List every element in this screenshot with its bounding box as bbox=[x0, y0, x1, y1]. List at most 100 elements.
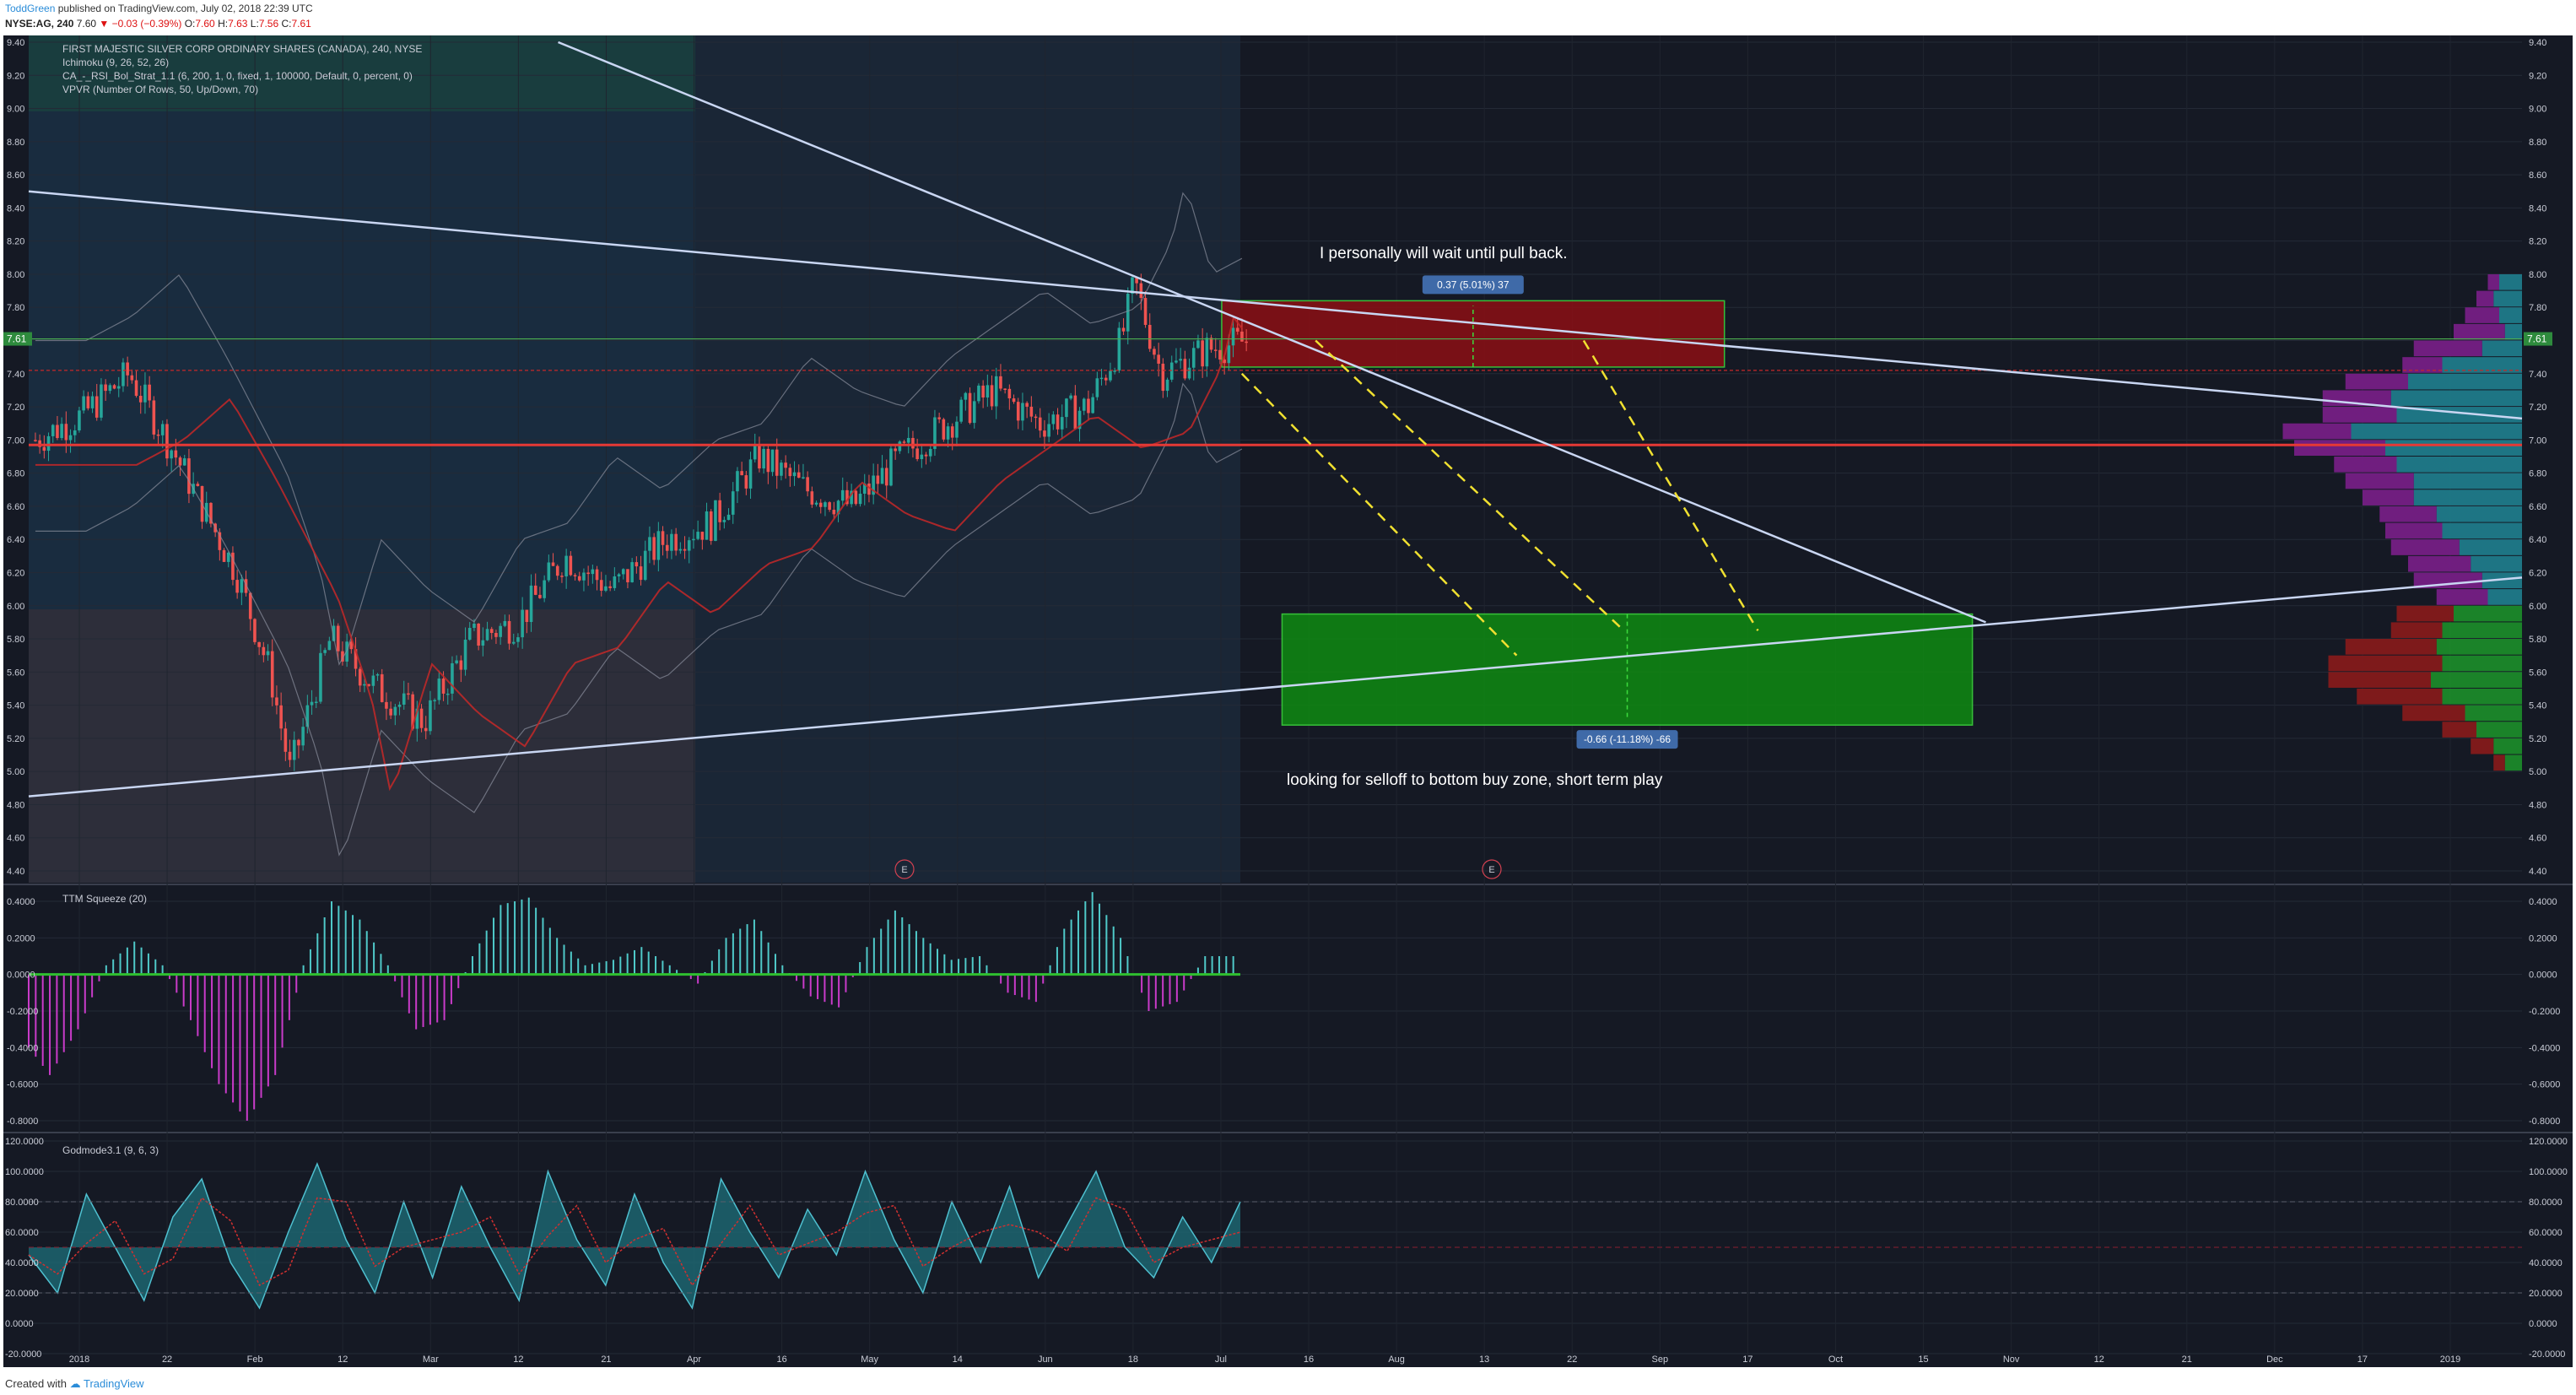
candle-body bbox=[455, 660, 458, 663]
candle-body bbox=[64, 424, 68, 441]
candle-body bbox=[42, 446, 46, 451]
candle-body bbox=[380, 674, 384, 702]
vpvr-up-bar bbox=[2436, 639, 2522, 655]
godmode-area bbox=[29, 1164, 1240, 1308]
candle-body bbox=[652, 537, 656, 560]
squeeze-tick-right: -0.6000 bbox=[2529, 1080, 2560, 1090]
zone-label-box bbox=[1576, 730, 1678, 749]
legend-title: FIRST MAJESTIC SILVER CORP ORDINARY SHAR… bbox=[62, 43, 422, 55]
candle-body bbox=[538, 594, 542, 598]
trendlines-layer[interactable] bbox=[28, 41, 2523, 798]
y-tick-right: 6.00 bbox=[2529, 602, 2546, 612]
zone-label-box bbox=[1422, 275, 1524, 295]
candle-body bbox=[1240, 331, 1244, 342]
vpvr-up-bar bbox=[2442, 522, 2522, 539]
candle-body bbox=[1038, 417, 1042, 431]
y-tick-right: 6.60 bbox=[2529, 502, 2546, 512]
vpvr-down-bar bbox=[2493, 754, 2505, 771]
candle-body bbox=[1021, 403, 1024, 421]
vpvr-up-bar bbox=[2493, 290, 2522, 307]
candle-body bbox=[1227, 345, 1231, 364]
candle-body bbox=[1191, 348, 1196, 368]
vpvr-up-bar bbox=[2487, 589, 2522, 605]
vpvr-up-bar bbox=[2442, 357, 2522, 373]
vpvr-up-bar bbox=[2385, 440, 2522, 456]
shade-blue-2 bbox=[695, 35, 1240, 883]
vpvr-up-bar bbox=[2408, 373, 2522, 390]
candle-body bbox=[674, 533, 678, 551]
earnings-marker-label: E bbox=[1488, 865, 1494, 875]
candle-body bbox=[358, 668, 362, 686]
squeeze-tick-right: -0.4000 bbox=[2529, 1043, 2560, 1053]
candle-body bbox=[108, 385, 112, 392]
candle-body bbox=[156, 434, 160, 436]
candle-body bbox=[920, 454, 924, 460]
zones-layer[interactable]: 0.37 (5.01%) 37 -0.66 (-11.18%) -66 bbox=[1221, 275, 1974, 749]
candle-body bbox=[964, 392, 968, 400]
vpvr-up-bar bbox=[2436, 506, 2522, 522]
projection-arrow bbox=[1582, 339, 1759, 631]
y-tick-left: 9.00 bbox=[7, 105, 24, 115]
candle-body bbox=[810, 491, 814, 505]
x-tick: Aug bbox=[1388, 1354, 1405, 1365]
candle-body bbox=[543, 580, 546, 598]
candle-body bbox=[850, 490, 853, 505]
candle-body bbox=[705, 511, 709, 540]
y-tick-right: 6.40 bbox=[2529, 535, 2546, 545]
author-link[interactable]: ToddGreen bbox=[5, 3, 56, 14]
published-text: published on TradingView.com, July 02, 2… bbox=[57, 3, 313, 14]
price-tag-right-text: 7.61 bbox=[2527, 333, 2547, 345]
candle-body bbox=[354, 649, 358, 669]
candle-body bbox=[86, 396, 90, 408]
vpvr-down-bar bbox=[2396, 605, 2454, 622]
candle-body bbox=[1231, 327, 1235, 346]
y-tick-left: 5.40 bbox=[7, 701, 24, 711]
candle-body bbox=[415, 708, 419, 729]
candles-layer bbox=[34, 192, 1248, 857]
candle-body bbox=[218, 532, 222, 550]
x-tick: Jun bbox=[1038, 1354, 1053, 1365]
candle-body bbox=[1095, 378, 1099, 397]
candle-body bbox=[792, 472, 797, 477]
candle-body bbox=[1056, 414, 1060, 430]
candle-body bbox=[467, 628, 472, 640]
vpvr-down-bar bbox=[2402, 357, 2443, 373]
candle-body bbox=[928, 448, 932, 457]
chart-frame[interactable]: 0.37 (5.01%) 37 -0.66 (-11.18%) -66 9.40 9… bbox=[3, 35, 2573, 1367]
godmode-tick-right: 80.0000 bbox=[2529, 1198, 2562, 1208]
vpvr-up-bar bbox=[2396, 457, 2522, 473]
vpvr-down-bar bbox=[2471, 738, 2494, 754]
squeeze-tick-right: 0.0000 bbox=[2529, 971, 2557, 981]
candle-body bbox=[222, 549, 226, 562]
godmode-tick-left: 0.0000 bbox=[5, 1319, 34, 1329]
y-tick-right: 7.20 bbox=[2529, 403, 2546, 413]
squeeze-tick-right: -0.8000 bbox=[2529, 1117, 2560, 1127]
chart-canvas[interactable]: 0.37 (5.01%) 37-0.66 (-11.18%) -66 9.40 9… bbox=[3, 35, 2573, 1367]
candle-body bbox=[1073, 395, 1077, 430]
candle-body bbox=[473, 623, 476, 629]
y-tick-right: 9.00 bbox=[2529, 105, 2546, 115]
godmode-tick-right: 60.0000 bbox=[2529, 1228, 2562, 1238]
candle-body bbox=[437, 679, 441, 700]
candle-body bbox=[511, 641, 516, 644]
vpvr-down-bar bbox=[2328, 672, 2431, 688]
candle-body bbox=[429, 700, 432, 732]
y-tick-right: 8.00 bbox=[2529, 270, 2546, 280]
candle-body bbox=[709, 511, 713, 541]
candle-body bbox=[95, 396, 99, 418]
candle-body bbox=[582, 572, 586, 581]
vpvr-down-bar bbox=[2402, 705, 2465, 722]
candle-body bbox=[297, 739, 300, 746]
candle-body bbox=[138, 395, 143, 403]
tradingview-brand[interactable]: TradingView bbox=[84, 1377, 144, 1390]
candle-body bbox=[1153, 349, 1156, 355]
y-tick-left: 9.20 bbox=[7, 71, 24, 81]
x-tick: 13 bbox=[1479, 1354, 1489, 1365]
candle-body bbox=[336, 625, 340, 652]
godmode-tick-right: 120.0000 bbox=[2529, 1137, 2568, 1147]
candle-body bbox=[731, 491, 735, 515]
y-tick-left: 8.20 bbox=[7, 237, 24, 247]
shade-blue-1 bbox=[29, 111, 695, 609]
godmode-tick-left: 80.0000 bbox=[5, 1198, 39, 1208]
tradingview-logo-icon[interactable]: ☁ bbox=[69, 1377, 81, 1390]
